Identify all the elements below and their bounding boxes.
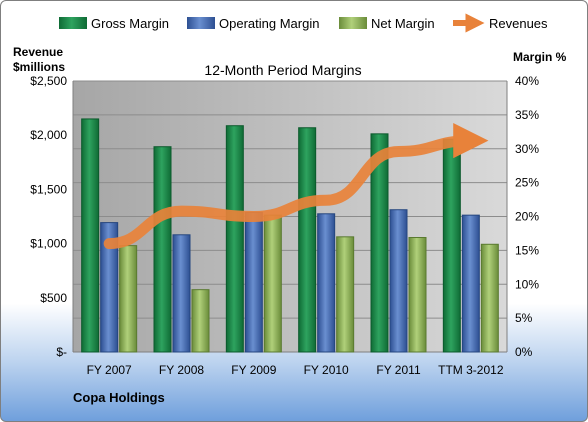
- bar-gross-margin: [370, 133, 389, 353]
- right-tick-label: 35%: [515, 108, 539, 122]
- category-label: FY 2007: [87, 363, 132, 377]
- bar-net-margin: [263, 214, 282, 353]
- bar-operating-margin: [244, 211, 263, 353]
- category-label: TTM 3-2012: [438, 363, 504, 377]
- bar-operating-margin: [172, 234, 191, 353]
- bar-net-margin: [480, 243, 499, 353]
- right-tick-label: 20%: [515, 210, 539, 224]
- gridlines: [72, 80, 508, 353]
- revenue-series-line: [103, 123, 489, 250]
- legend-label-gross: Gross Margin: [91, 16, 169, 31]
- chart-title: 12-Month Period Margins: [204, 62, 361, 78]
- bar-gross-margin: [153, 146, 172, 353]
- right-tick-label: 30%: [515, 142, 539, 156]
- legend-swatch-gross: [59, 17, 87, 29]
- category-label: FY 2011: [376, 363, 421, 377]
- right-tick-label: 25%: [515, 176, 539, 190]
- bar-gross-margin: [298, 127, 317, 353]
- bar-net-margin: [408, 237, 427, 353]
- bar-operating-margin: [317, 213, 336, 353]
- right-tick-label: 5%: [515, 311, 533, 325]
- legend-label-revenues: Revenues: [489, 16, 548, 31]
- legend-label-net: Net Margin: [371, 16, 435, 31]
- bar-net-margin: [191, 289, 210, 353]
- revenue-line: [103, 123, 489, 250]
- bar-gross-margin: [81, 118, 100, 353]
- left-axis-title-line1: Revenue: [13, 45, 63, 59]
- bar-gross-margin: [442, 138, 461, 353]
- bar-net-margin: [119, 245, 138, 353]
- bar-operating-margin: [461, 214, 480, 353]
- left-tick-label: $-: [56, 345, 67, 359]
- category-label: FY 2009: [231, 363, 276, 377]
- bar-operating-margin: [389, 209, 408, 353]
- right-tick-label: 15%: [515, 243, 539, 257]
- right-tick-label: 10%: [515, 277, 539, 291]
- category-label: FY 2008: [159, 363, 204, 377]
- category-labels: FY 2007 FY 2008 FY 2009 FY 2010 FY 2011 TTM 3…: [87, 363, 504, 377]
- legend-swatch-operating: [187, 17, 215, 29]
- right-tick-label: 40%: [515, 74, 539, 88]
- company-name: Copa Holdings: [73, 390, 165, 405]
- left-tick-label: $1,000: [30, 237, 67, 251]
- right-axis-ticks: 0% 5% 10% 15% 20% 25% 30% 35% 40%: [515, 74, 539, 359]
- left-axis-title-line2: $millions: [13, 60, 65, 74]
- right-tick-label: 0%: [515, 345, 533, 359]
- bars: [81, 118, 499, 353]
- legend-label-operating: Operating Margin: [219, 16, 319, 31]
- left-tick-label: $500: [40, 291, 67, 305]
- category-label: FY 2010: [304, 363, 349, 377]
- left-tick-label: $2,500: [30, 74, 67, 88]
- legend-swatch-net: [339, 17, 367, 29]
- left-axis-ticks: $- $500 $1,000 $1,500 $2,000 $2,500: [30, 74, 67, 359]
- left-tick-label: $2,000: [30, 128, 67, 142]
- bar-net-margin: [336, 236, 355, 353]
- bar-operating-margin: [100, 222, 119, 353]
- right-axis-title: Margin %: [513, 50, 567, 64]
- legend: Gross Margin Operating Margin Net Margin…: [59, 13, 548, 33]
- left-tick-label: $1,500: [30, 182, 67, 196]
- bar-gross-margin: [225, 125, 244, 353]
